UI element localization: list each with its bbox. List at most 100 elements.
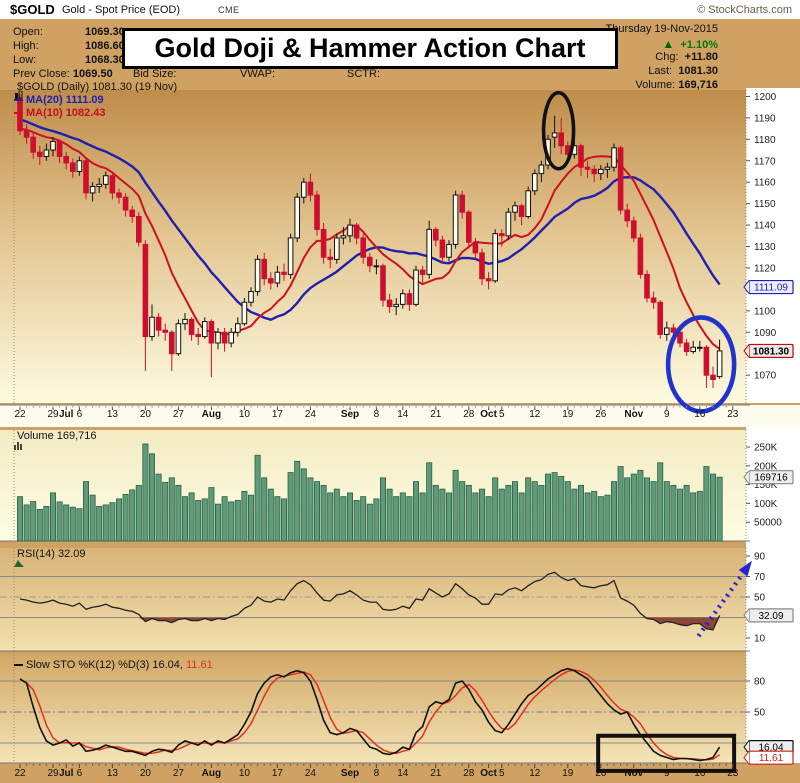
high-value: 1086.60 bbox=[85, 40, 125, 52]
svg-text:1200: 1200 bbox=[754, 92, 777, 103]
up-triangle-icon: ▲ bbox=[662, 37, 675, 51]
svg-text:32.09: 32.09 bbox=[758, 611, 783, 622]
axis-price-tag: 32.09 bbox=[743, 608, 794, 623]
svg-text:1090: 1090 bbox=[754, 328, 777, 339]
rsi-legend-text: RSI(14) 32.09 bbox=[17, 548, 86, 560]
svg-text:9: 9 bbox=[664, 409, 670, 420]
svg-text:1111.09: 1111.09 bbox=[754, 283, 788, 294]
header-volume-row: Volume: 169,716 bbox=[635, 79, 718, 91]
svg-text:6: 6 bbox=[77, 409, 83, 420]
svg-text:26: 26 bbox=[595, 409, 607, 420]
svg-text:17: 17 bbox=[272, 768, 284, 779]
svg-text:1070: 1070 bbox=[754, 371, 777, 382]
svg-text:21: 21 bbox=[430, 768, 442, 779]
svg-text:16.04: 16.04 bbox=[758, 743, 783, 754]
chart-topbar: $GOLD Gold - Spot Price (EOD) CME © Stoc… bbox=[0, 0, 800, 19]
svg-text:24: 24 bbox=[305, 768, 317, 779]
svg-text:1100: 1100 bbox=[754, 306, 776, 317]
sto-legend-red: 11.61 bbox=[185, 659, 213, 671]
svg-text:5: 5 bbox=[499, 768, 505, 779]
svg-text:27: 27 bbox=[173, 409, 185, 420]
svg-text:22: 22 bbox=[14, 768, 26, 779]
svg-text:12: 12 bbox=[529, 409, 541, 420]
svg-text:23: 23 bbox=[727, 768, 739, 779]
doji-circle-annotation bbox=[541, 90, 576, 171]
svg-text:50000: 50000 bbox=[754, 518, 782, 529]
svg-text:16: 16 bbox=[694, 409, 706, 420]
vwap-label: VWAP: bbox=[240, 68, 276, 80]
sctr-label: SCTR: bbox=[347, 68, 380, 80]
svg-text:1150: 1150 bbox=[754, 199, 776, 210]
svg-text:10: 10 bbox=[754, 634, 766, 645]
svg-text:1130: 1130 bbox=[754, 242, 776, 253]
svg-text:14: 14 bbox=[397, 768, 409, 779]
svg-text:Nov: Nov bbox=[624, 409, 643, 420]
pct-change-value: +1.10% bbox=[680, 39, 718, 51]
svg-text:29: 29 bbox=[47, 768, 59, 779]
stockcharts-copyright: © StockCharts.com bbox=[697, 4, 792, 16]
svg-text:21: 21 bbox=[430, 409, 442, 420]
ma10-swatch bbox=[14, 112, 23, 115]
symbol-label: $GOLD bbox=[10, 2, 55, 17]
volume-bars bbox=[16, 443, 723, 542]
sto-percent-d-line bbox=[19, 669, 721, 761]
svg-text:13: 13 bbox=[107, 409, 119, 420]
chg-row: Chg: +11.80 bbox=[655, 51, 718, 63]
svg-text:Oct: Oct bbox=[480, 409, 497, 420]
svg-text:Sep: Sep bbox=[341, 409, 359, 420]
main-legend-text: $GOLD (Daily) 1081.30 (19 Nov) bbox=[17, 81, 178, 93]
svg-text:100K: 100K bbox=[754, 499, 778, 510]
sto-legend-row: Slow STO %K(12) %D(3) 16.04, 11.61 bbox=[14, 659, 213, 671]
rsi-panel: 90 70 50 10 32.09 bbox=[0, 545, 800, 652]
pct-change-row: ▲ +1.10% bbox=[662, 37, 718, 51]
svg-text:6: 6 bbox=[77, 768, 83, 779]
ma10-legend-text: MA(10) 1082.43 bbox=[26, 107, 106, 119]
volume-panel: 250K 200K 150K 100K 50000 169716 bbox=[0, 427, 800, 545]
svg-text:1120: 1120 bbox=[754, 263, 776, 274]
bid-size-label: Bid Size: bbox=[133, 68, 177, 80]
svg-text:29: 29 bbox=[47, 409, 59, 420]
low-value: 1068.30 bbox=[85, 54, 125, 66]
chart-title-overlay: Gold Doji & Hammer Action Chart bbox=[122, 28, 618, 69]
svg-text:8: 8 bbox=[374, 409, 380, 420]
svg-text:Oct: Oct bbox=[480, 768, 497, 779]
svg-text:12: 12 bbox=[529, 768, 541, 779]
svg-text:23: 23 bbox=[727, 409, 739, 420]
main-plot-background bbox=[0, 90, 746, 403]
last-value: 1081.30 bbox=[678, 65, 718, 77]
axis-price-tag: 11.61 bbox=[743, 750, 794, 765]
svg-text:Jul: Jul bbox=[59, 409, 74, 420]
exchange-label: CME bbox=[218, 5, 240, 15]
prev-close-row: Prev Close: 1069.50 bbox=[13, 68, 113, 80]
svg-text:28: 28 bbox=[463, 768, 475, 779]
svg-text:50: 50 bbox=[754, 593, 766, 604]
volume-legend-row: Volume 169,716 bbox=[14, 430, 97, 450]
header-volume-value: 169,716 bbox=[678, 79, 718, 91]
open-value: 1069.30 bbox=[85, 26, 125, 38]
svg-text:19: 19 bbox=[562, 409, 574, 420]
svg-text:90: 90 bbox=[754, 552, 766, 563]
ma20-legend-text: MA(20) 1111.09 bbox=[26, 94, 104, 106]
svg-text:10: 10 bbox=[239, 768, 251, 779]
svg-text:200K: 200K bbox=[754, 461, 778, 472]
svg-text:70: 70 bbox=[754, 572, 766, 583]
axis-price-tag: 1111.09 bbox=[743, 279, 794, 295]
svg-text:1190: 1190 bbox=[754, 113, 776, 124]
candlesticks bbox=[17, 94, 723, 389]
svg-text:5: 5 bbox=[499, 409, 505, 420]
quote-date: Thursday 19-Nov-2015 bbox=[605, 23, 718, 35]
svg-text:26: 26 bbox=[595, 768, 607, 779]
svg-text:169716: 169716 bbox=[754, 473, 788, 484]
axis-price-tag: 169716 bbox=[743, 470, 794, 485]
sto-percent-k-line bbox=[19, 667, 721, 762]
svg-text:28: 28 bbox=[463, 409, 475, 420]
svg-text:Nov: Nov bbox=[624, 768, 643, 779]
moving-averages bbox=[19, 118, 721, 350]
svg-text:1140: 1140 bbox=[754, 221, 776, 232]
last-row: Last: 1081.30 bbox=[648, 65, 718, 77]
svg-text:20: 20 bbox=[140, 768, 152, 779]
svg-text:250K: 250K bbox=[754, 443, 778, 454]
hammer-circle-annotation bbox=[665, 315, 737, 414]
